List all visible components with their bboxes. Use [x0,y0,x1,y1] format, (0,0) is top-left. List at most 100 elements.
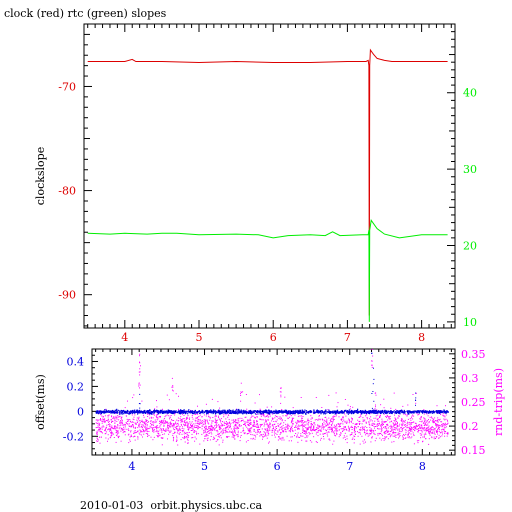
rnd-trip-point [271,406,273,408]
rnd-trip-point [120,417,122,418]
rnd-trip-point [401,424,403,426]
rnd-trip-point [414,429,416,431]
rnd-trip-point [393,431,394,433]
rnd-trip-point [156,425,158,426]
rnd-trip-point [205,425,207,427]
rnd-trip-point [249,428,251,430]
rnd-trip-point [445,431,447,432]
offset-point [350,410,352,413]
rnd-trip-point [388,416,390,418]
rnd-trip-point [226,436,228,438]
rnd-trip-point [175,426,177,427]
offset-outlier [373,367,374,369]
rnd-trip-point [428,422,430,424]
rnd-trip-point [276,426,278,427]
rnd-trip-point [364,429,366,431]
rnd-trip-point [282,427,284,429]
rnd-trip-point [420,434,422,436]
rnd-trip-point [232,430,234,432]
rnd-trip-point [136,419,138,421]
rnd-trip-point [105,427,107,429]
rnd-trip-point [160,422,162,424]
rnd-trip-point [151,423,153,425]
rnd-trip-point [224,432,226,434]
rnd-trip-point [174,432,175,434]
rnd-trip-outlier [374,408,376,410]
rnd-trip-point [356,427,357,429]
rnd-trip-point [396,426,398,428]
rnd-trip-point [291,419,293,421]
offset-point [431,410,433,412]
offset-point [106,410,108,412]
rnd-trip-point [215,424,217,426]
rnd-trip-point [381,427,382,429]
rnd-trip-point [163,429,165,431]
offset-point [351,411,353,413]
rnd-trip-point [435,426,437,428]
rnd-trip-point [205,415,207,417]
rnd-trip-point [141,424,143,426]
rnd-trip-point [283,422,285,424]
offset-point [354,410,356,412]
offset-point [299,412,301,414]
rnd-trip-point [258,428,260,430]
rnd-trip-point [345,415,347,417]
rnd-trip-point [247,428,249,430]
rnd-trip-point [392,429,394,431]
rnd-trip-point [273,426,274,428]
rnd-trip-point [243,421,245,423]
offset-point [237,411,239,413]
rnd-trip-point [357,431,358,433]
rnd-trip-point [248,425,250,427]
rnd-trip-point [407,418,409,420]
rnd-trip-point [139,426,141,428]
rnd-trip-point [284,428,286,430]
rnd-trip-point [209,427,211,429]
rnd-trip-point [181,413,183,415]
rnd-trip-point [351,418,353,419]
rnd-trip-point [185,432,187,434]
rnd-trip-point [299,437,301,438]
offset-point [430,411,432,413]
rnd-trip-point [248,421,250,423]
offset-point [199,412,201,414]
rnd-trip-point [180,419,182,421]
rnd-trip-point [379,415,380,417]
rnd-trip-point [447,420,449,422]
rnd-trip-point [253,434,255,436]
rnd-trip-point [391,420,393,422]
offset-point [421,411,423,413]
rnd-trip-point [301,421,303,423]
rnd-trip-point [383,413,385,415]
rnd-trip-point [201,428,203,430]
rnd-trip-point [176,439,178,441]
rnd-trip-point [411,427,413,429]
rnd-trip-point [153,413,155,415]
rnd-trip-point [271,420,273,422]
offset-point [101,411,103,413]
rnd-trip-point [218,444,220,446]
offset-point [179,410,181,412]
rnd-trip-point [146,431,148,433]
rnd-trip-point [173,438,174,440]
rnd-trip-point [396,428,398,430]
rnd-trip-point [112,428,114,430]
rnd-trip-point [185,410,187,412]
offset-point [156,410,158,412]
rnd-trip-point [271,431,273,433]
rnd-trip-point [269,422,271,424]
offset-point [134,410,136,413]
rnd-trip-point [194,426,196,428]
rnd-trip-point [431,436,433,438]
rnd-trip-point [447,423,448,425]
rnd-trip-point [242,427,244,429]
offset-point [153,412,155,414]
rnd-trip-point [137,427,139,429]
rnd-trip-point [159,434,161,436]
rnd-trip-point [256,420,258,422]
rnd-trip-point [447,432,449,434]
rnd-trip-point [206,419,208,421]
rnd-trip-point [204,431,206,433]
rnd-trip-point [169,417,171,419]
rnd-trip-point [284,420,286,422]
